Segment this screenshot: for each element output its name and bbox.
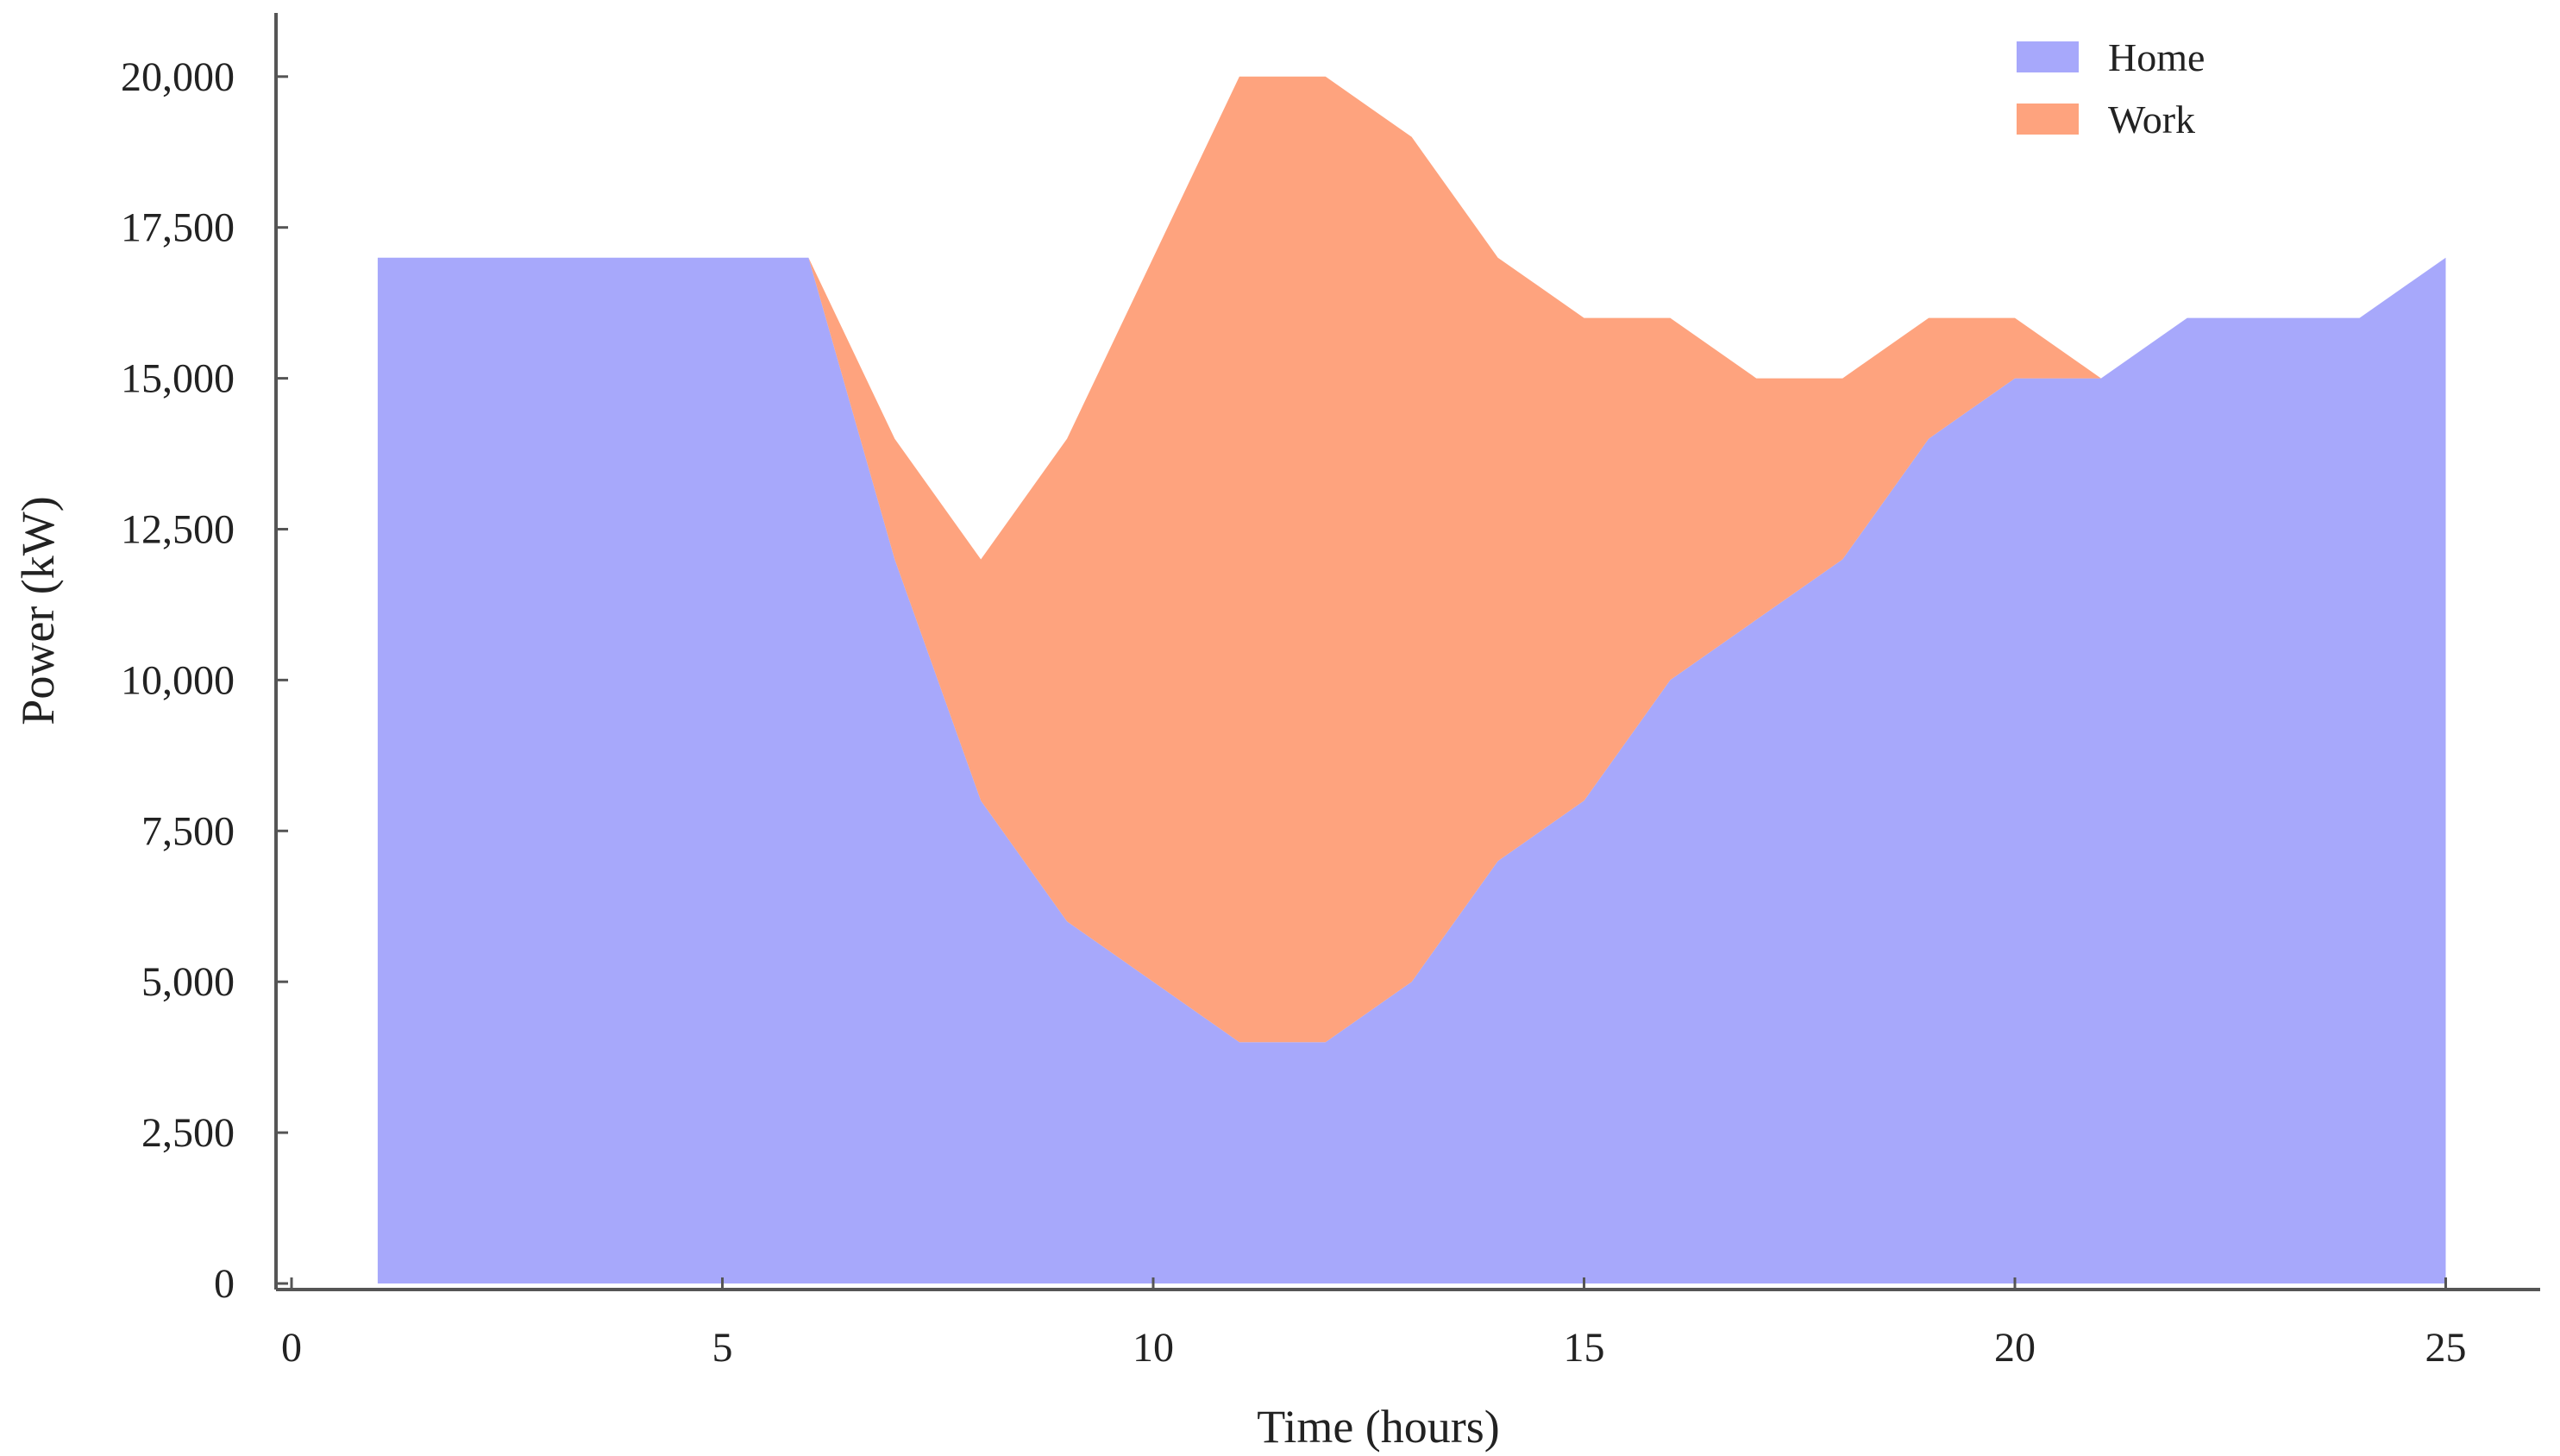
- x-tick-label: 15: [1564, 1325, 1605, 1371]
- x-tick-label: 0: [281, 1325, 302, 1371]
- legend-swatch-work: [2017, 104, 2079, 135]
- y-axis-ticks: 0 2,500 5,000 7,500 10,000 12,500 15,000 17,500…: [121, 54, 288, 1307]
- y-tick-label: 17,500: [121, 205, 235, 251]
- x-tick-label: 25: [2425, 1325, 2467, 1371]
- y-tick-label: 2,500: [141, 1110, 235, 1156]
- x-tick-label: 20: [1994, 1325, 2036, 1371]
- x-tick-label: 5: [712, 1325, 733, 1371]
- x-tick-label: 10: [1133, 1325, 1174, 1371]
- plot-areas: [377, 76, 2446, 1284]
- y-tick-label: 10,000: [121, 657, 235, 703]
- axes: [274, 13, 2540, 1291]
- legend-label-home: Home: [2108, 35, 2205, 79]
- y-tick-label: 20,000: [121, 54, 235, 100]
- y-tick-label: 7,500: [141, 808, 235, 854]
- y-tick-label: 12,500: [121, 507, 235, 553]
- x-axis-title: Time (hours): [1257, 1401, 1500, 1453]
- legend-label-work: Work: [2108, 97, 2195, 141]
- y-tick-label: 0: [214, 1261, 235, 1307]
- y-tick-label: 15,000: [121, 356, 235, 402]
- legend: Home Work: [2017, 35, 2205, 141]
- area-series-work: [377, 76, 2446, 1043]
- legend-swatch-home: [2017, 41, 2079, 72]
- y-tick-label: 5,000: [141, 959, 235, 1005]
- area-series-home: [377, 257, 2446, 1284]
- y-axis-title: Power (kW): [12, 496, 64, 725]
- x-axis-ticks: 0 5 10 15 20 25: [281, 1277, 2467, 1371]
